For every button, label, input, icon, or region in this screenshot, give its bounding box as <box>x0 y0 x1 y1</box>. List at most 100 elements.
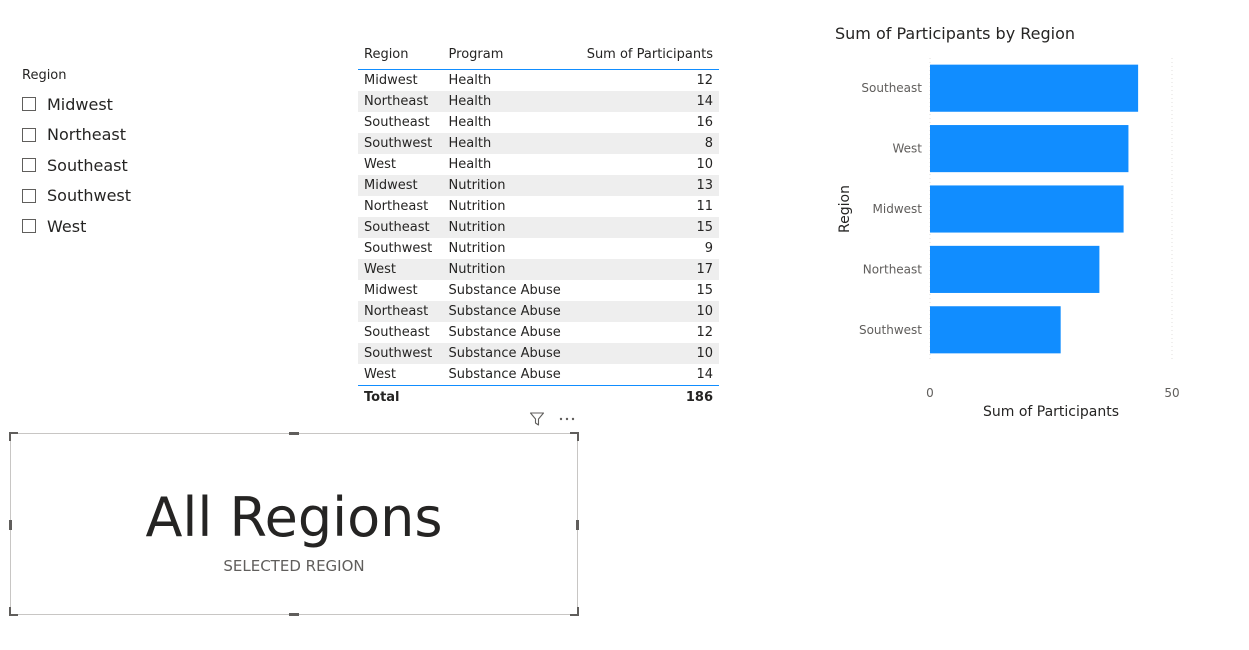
cell-participants: 8 <box>573 133 719 154</box>
y-axis-title: Region <box>837 185 853 233</box>
cell-participants: 9 <box>704 241 713 256</box>
cell-participants: 10 <box>573 301 719 322</box>
cell-region: Northeast <box>358 91 443 112</box>
bar <box>930 245 1100 293</box>
bar <box>930 125 1129 173</box>
resize-handle-bottom[interactable] <box>289 613 299 616</box>
slicer-item-label: Midwest <box>47 94 113 114</box>
table-row: West Substance Abuse 14 <box>358 364 719 386</box>
resize-corner-bottom-left[interactable] <box>9 607 18 616</box>
slicer-item-label: Northeast <box>47 125 127 145</box>
cell-program: Health <box>448 157 492 172</box>
checkbox-west[interactable] <box>22 219 36 234</box>
table-row: Northeast Nutrition 11 <box>358 196 719 217</box>
slicer-title: Region <box>22 68 67 83</box>
table-row: Northeast Health 14 <box>358 91 719 112</box>
table-row: West Health 10 <box>358 154 719 175</box>
cell-participants: 14 <box>696 367 713 382</box>
cell-region: Midwest <box>358 175 443 196</box>
cell-participants: 10 <box>573 343 719 364</box>
resize-handle-left[interactable] <box>9 520 12 530</box>
cell-region: Southwest <box>358 343 443 364</box>
y-tick-label: Southeast <box>861 81 922 95</box>
cell-program: Substance Abuse <box>442 301 574 322</box>
cell-region: Midwest <box>364 73 418 88</box>
more-options-icon[interactable] <box>558 410 576 428</box>
column-header-region[interactable]: Region <box>358 40 443 70</box>
cell-participants: 10 <box>696 157 713 172</box>
cell-participants: 12 <box>696 73 713 88</box>
cell-region: Southeast <box>364 325 430 340</box>
y-tick-label: Midwest <box>873 202 923 216</box>
selected-region-card[interactable]: All Regions SELECTED REGION <box>9 432 579 616</box>
cell-participants: 11 <box>696 199 713 214</box>
table-header-row: Region Program Sum of Participants <box>358 40 719 70</box>
slicer-item-label: West <box>47 216 87 236</box>
resize-handle-top[interactable] <box>289 432 299 435</box>
participants-table: Region Program Sum of Participants Midwe… <box>358 40 719 408</box>
cell-region: West <box>364 157 396 172</box>
slicer-item-southwest[interactable]: Southwest <box>22 181 222 212</box>
slicer-item-southeast[interactable]: Southeast <box>22 150 222 181</box>
checkbox-southwest[interactable] <box>22 188 36 203</box>
slicer-item-west[interactable]: West <box>22 211 222 242</box>
cell-region: Northeast <box>358 301 443 322</box>
y-tick-label: West <box>892 142 922 156</box>
cell-region: West <box>358 259 443 280</box>
checkbox-midwest[interactable] <box>22 97 36 112</box>
cell-participants: 14 <box>573 91 719 112</box>
resize-corner-top-left[interactable] <box>9 432 18 441</box>
cell-program: Health <box>448 115 492 130</box>
x-axis-title: Sum of Participants <box>983 404 1119 420</box>
cell-participants: 13 <box>573 175 719 196</box>
table-row: Midwest Health 12 <box>358 70 719 92</box>
cell-program: Nutrition <box>442 259 574 280</box>
total-label: Total <box>358 385 443 408</box>
cell-participants: 16 <box>696 115 713 130</box>
cell-program: Health <box>442 91 574 112</box>
resize-corner-top-right[interactable] <box>570 432 579 441</box>
table-row: Midwest Nutrition 13 <box>358 175 719 196</box>
table-row: Midwest Substance Abuse 15 <box>358 280 719 301</box>
card-label: SELECTED REGION <box>223 557 365 575</box>
slicer-item-northeast[interactable]: Northeast <box>22 120 222 151</box>
filter-icon[interactable] <box>528 410 546 428</box>
checkbox-northeast[interactable] <box>22 127 36 142</box>
cell-participants: 12 <box>696 325 713 340</box>
checkbox-southeast[interactable] <box>22 158 36 173</box>
column-header-program[interactable]: Program <box>442 40 574 70</box>
slicer-item-label: Southwest <box>47 186 132 206</box>
column-header-participants[interactable]: Sum of Participants <box>573 40 719 70</box>
cell-region: Southeast <box>358 217 443 238</box>
participants-bar-chart: Sum of Participants by Region 0 50 Southeas… <box>830 18 1210 428</box>
card-visual-header <box>528 410 576 428</box>
cell-program: Nutrition <box>448 199 506 214</box>
table-row: Southeast Health 16 <box>358 112 719 133</box>
region-slicer: Region Midwest Northeast Southeast South… <box>22 68 222 242</box>
cell-program: Substance Abuse <box>448 283 561 298</box>
chart-title: Sum of Participants by Region <box>835 24 1075 43</box>
cell-participants: 17 <box>573 259 719 280</box>
resize-corner-bottom-right[interactable] <box>570 607 579 616</box>
cell-program: Nutrition <box>448 241 506 256</box>
table-row: Southeast Substance Abuse 12 <box>358 322 719 343</box>
slicer-item-label: Southeast <box>47 155 128 175</box>
y-tick-label: Southwest <box>859 323 922 337</box>
cell-region: Southeast <box>364 115 430 130</box>
card-value: All Regions <box>145 486 443 549</box>
table-row: Southeast Nutrition 15 <box>358 217 719 238</box>
y-tick-label: Northeast <box>863 262 923 276</box>
table-row: Northeast Substance Abuse 10 <box>358 301 719 322</box>
table-row: Southwest Substance Abuse 10 <box>358 343 719 364</box>
bar <box>930 185 1124 233</box>
table-row: Southwest Nutrition 9 <box>358 238 719 259</box>
cell-program: Health <box>448 73 492 88</box>
x-tick-label: 0 <box>926 386 934 400</box>
slicer-item-midwest[interactable]: Midwest <box>22 89 222 120</box>
cell-program: Nutrition <box>442 217 574 238</box>
cell-participants: 15 <box>573 217 719 238</box>
cell-program: Substance Abuse <box>448 325 561 340</box>
cell-region: West <box>364 367 396 382</box>
resize-handle-right[interactable] <box>576 520 579 530</box>
cell-region: Northeast <box>364 199 429 214</box>
